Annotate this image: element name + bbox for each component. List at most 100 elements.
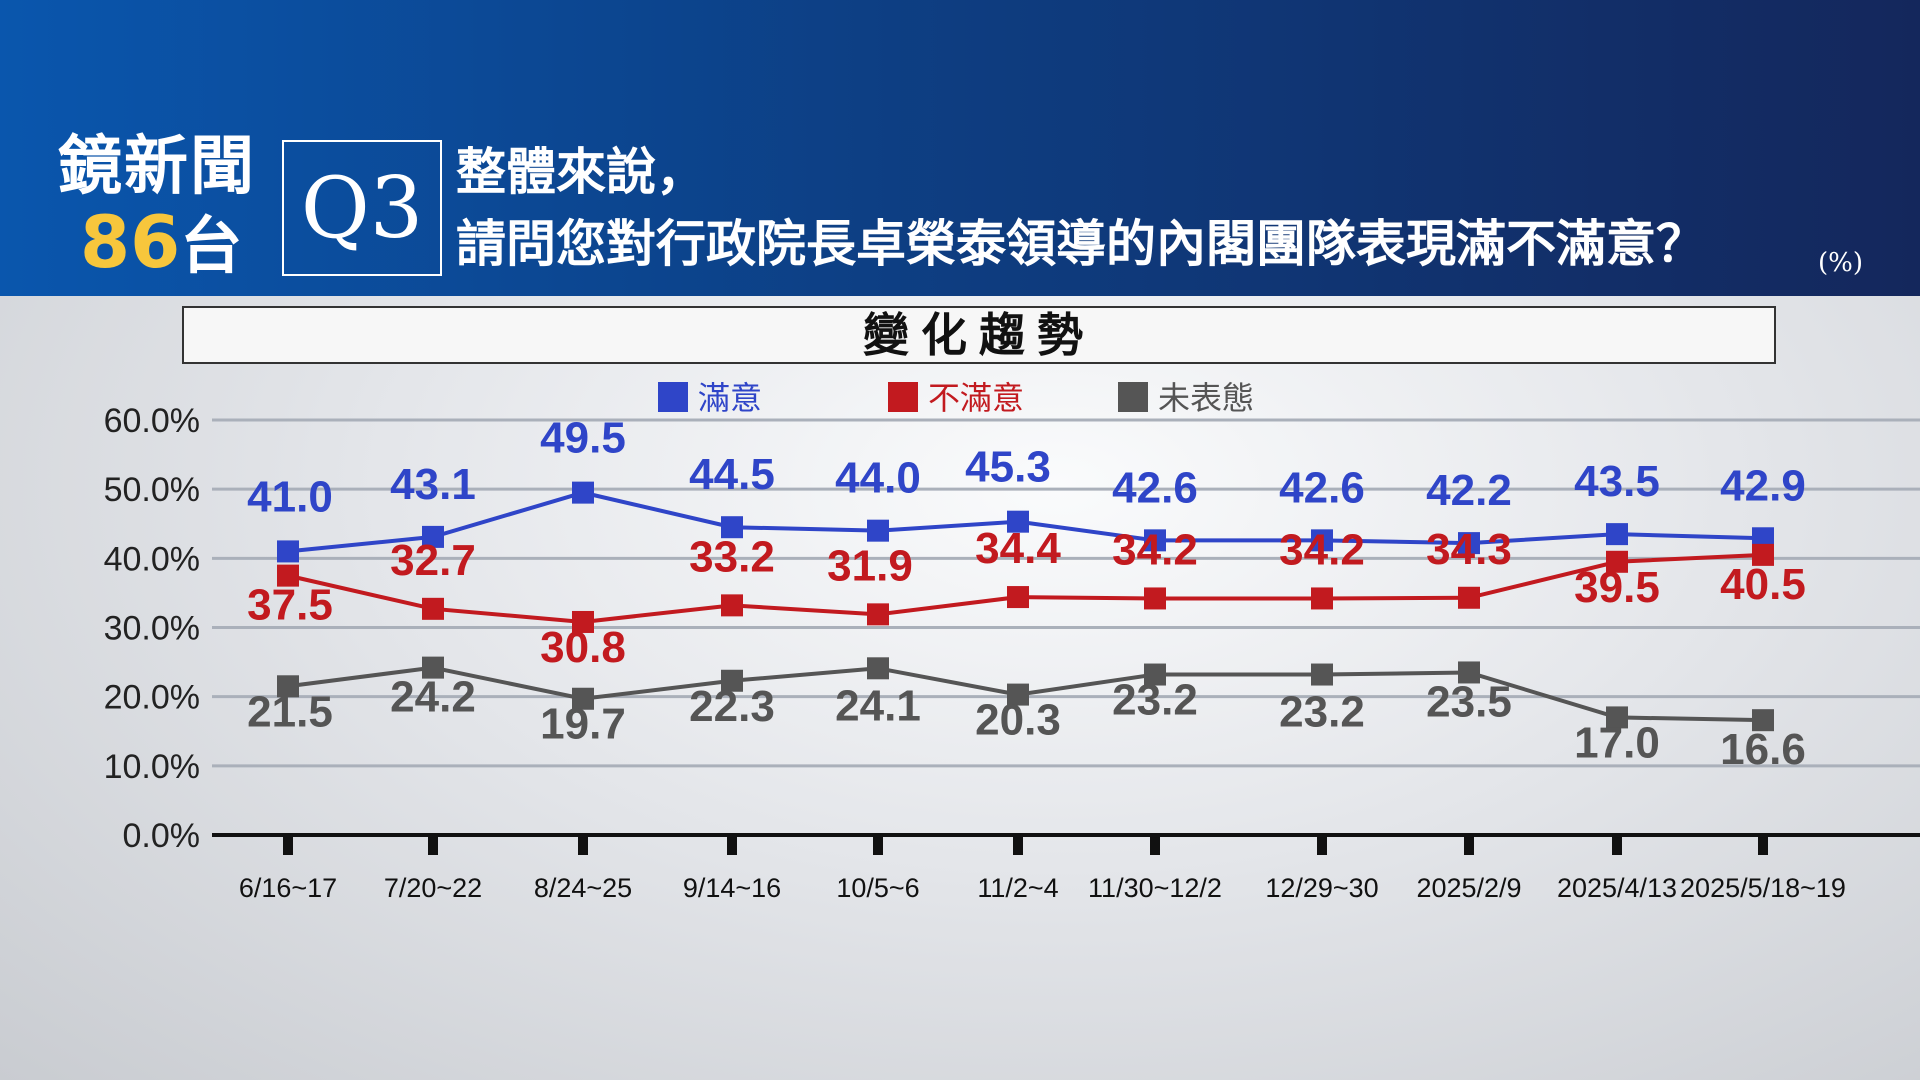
data-point (1311, 663, 1333, 686)
data-point (867, 657, 889, 680)
legend-marker (658, 382, 688, 412)
x-tick-label: 11/30~12/2 (1088, 873, 1222, 903)
question-text-line2: 請問您對行政院長卓榮泰領導的內閣團隊表現滿不滿意？ (456, 214, 1706, 273)
legend-marker (1118, 382, 1148, 412)
data-label: 41.0 (247, 472, 333, 521)
data-label: 42.2 (1426, 466, 1512, 515)
legend-label: 滿意 (698, 379, 762, 417)
header-banner: 鏡新聞 86台 Q3 整體來說， 請問您對行政院長卓榮泰領導的內閣團隊表現滿不滿… (0, 0, 1920, 296)
data-label: 43.5 (1574, 457, 1660, 506)
data-label: 42.6 (1112, 463, 1198, 512)
data-label: 39.5 (1574, 563, 1660, 612)
x-tick-label: 12/29~30 (1265, 873, 1378, 903)
data-point (422, 597, 444, 620)
data-point (277, 540, 299, 563)
data-label: 20.3 (975, 696, 1061, 745)
x-tick-mark (727, 835, 737, 855)
data-point (1007, 586, 1029, 609)
data-point (721, 669, 743, 692)
data-label: 19.7 (540, 700, 626, 749)
data-label: 23.2 (1279, 688, 1365, 737)
data-point (1606, 706, 1628, 729)
x-tick-mark (1317, 835, 1327, 855)
data-label: 22.3 (689, 682, 775, 731)
x-tick-mark (578, 835, 588, 855)
x-tick-label: 2025/2/9 (1416, 873, 1521, 903)
question-text-line1: 整體來說， (456, 142, 706, 201)
legend-marker (888, 382, 918, 412)
x-tick-mark (873, 835, 883, 855)
data-label: 24.1 (835, 681, 921, 730)
data-point (867, 603, 889, 626)
data-label: 44.0 (835, 454, 921, 503)
data-point (1752, 527, 1774, 550)
data-label: 40.5 (1720, 560, 1806, 609)
line-chart: 60.0% 50.0% 40.0% 30.0% 20.0% 10.0% 0.0% 6/16~1… (104, 379, 1920, 903)
data-point (721, 516, 743, 539)
x-tick-mark (1758, 835, 1768, 855)
y-tick-label: 40.0% (104, 540, 200, 578)
data-label: 23.2 (1112, 676, 1198, 725)
x-tick-mark (1464, 835, 1474, 855)
y-tick-label: 0.0% (123, 817, 201, 855)
data-point (1007, 683, 1029, 706)
data-point (1311, 529, 1333, 552)
data-point (422, 525, 444, 548)
data-point (1606, 523, 1628, 546)
logo-suffix: 台 (180, 209, 243, 282)
data-label: 31.9 (827, 541, 913, 590)
data-label: 23.5 (1426, 677, 1512, 726)
x-tick-label: 6/16~17 (239, 873, 337, 903)
data-point (572, 610, 594, 633)
logo-number: 86 (80, 200, 181, 284)
section-title: 變化趨勢 (182, 306, 1776, 364)
data-label: 16.6 (1720, 725, 1806, 774)
x-tick-mark (1013, 835, 1023, 855)
data-label: 34.2 (1279, 525, 1365, 574)
legend-label: 未表態 (1158, 379, 1254, 417)
x-tick-mark (1150, 835, 1160, 855)
data-point (422, 656, 444, 679)
data-point (1144, 663, 1166, 686)
x-tick-label: 11/2~4 (977, 873, 1058, 903)
data-label: 17.0 (1574, 718, 1660, 767)
data-point (1606, 550, 1628, 573)
data-point (277, 675, 299, 698)
x-tick-mark (1612, 835, 1622, 855)
data-label: 30.8 (540, 623, 626, 672)
data-label: 44.5 (689, 450, 775, 499)
legend-label: 不滿意 (928, 379, 1024, 417)
data-point (1144, 587, 1166, 610)
data-label: 21.5 (247, 687, 333, 736)
data-label: 45.3 (965, 443, 1051, 492)
data-label: 34.3 (1426, 525, 1512, 574)
y-tick-label: 30.0% (104, 610, 200, 648)
data-point (1458, 532, 1480, 555)
data-point (1752, 543, 1774, 566)
x-tick-mark (428, 835, 438, 855)
data-point (1752, 709, 1774, 732)
x-tick-mark (283, 835, 293, 855)
y-tick-label: 50.0% (104, 471, 200, 509)
data-point (572, 481, 594, 504)
data-label: 32.7 (390, 536, 476, 585)
data-label: 33.2 (689, 532, 775, 581)
x-tick-label: 7/20~22 (384, 873, 482, 903)
y-tick-label: 10.0% (104, 748, 200, 786)
data-label: 43.1 (390, 460, 476, 509)
data-label: 34.4 (975, 524, 1061, 573)
data-label: 49.5 (540, 414, 626, 463)
y-tick-label: 60.0% (104, 402, 200, 440)
data-point (572, 687, 594, 710)
x-tick-label: 10/5~6 (836, 873, 919, 903)
data-point (1144, 529, 1166, 552)
data-point (721, 594, 743, 617)
data-point (277, 564, 299, 587)
logo-text: 鏡新聞 (58, 130, 256, 204)
y-tick-label: 20.0% (104, 679, 200, 717)
x-tick-label: 2025/4/13 (1557, 873, 1677, 903)
data-label: 37.5 (247, 581, 333, 630)
question-number: Q3 (282, 140, 442, 276)
x-tick-label: 9/14~16 (683, 873, 781, 903)
data-point (1007, 510, 1029, 533)
